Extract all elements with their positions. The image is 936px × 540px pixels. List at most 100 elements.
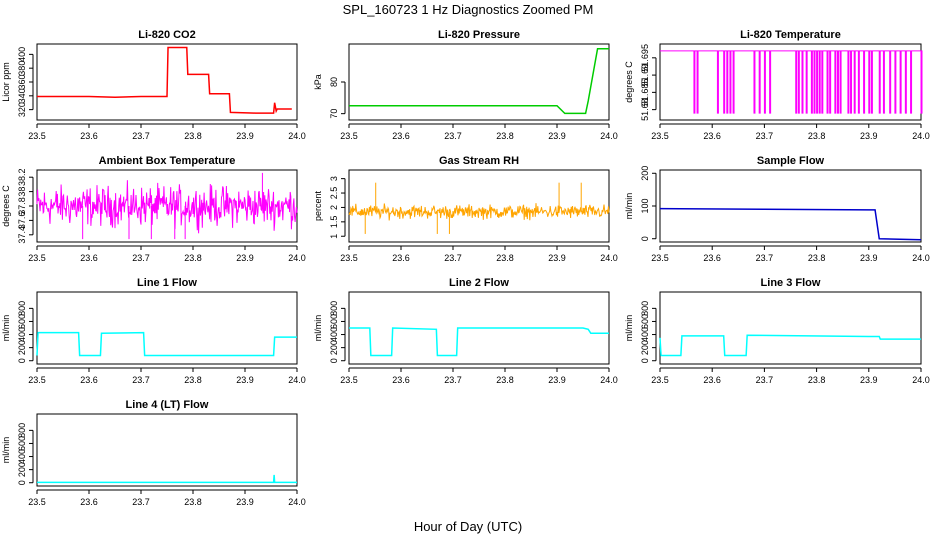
panel-title: Line 1 Flow: [137, 277, 197, 289]
x-tick-label: 23.7: [444, 375, 462, 385]
y-tick-label: 360: [17, 74, 27, 89]
x-tick-label: 23.9: [860, 253, 878, 263]
x-tick-label: 23.7: [132, 253, 150, 263]
series-line: [659, 207, 922, 241]
y-tick-label: 37.4: [17, 226, 27, 244]
y-axis-label: percent: [313, 190, 323, 221]
series-line: [36, 180, 298, 234]
x-tick-label: 23.8: [184, 253, 202, 263]
panel-title: Line 2 Flow: [449, 277, 509, 289]
x-tick-label: 23.5: [28, 497, 46, 507]
y-tick-label: 51.69: [640, 64, 650, 87]
y-tick-label: 38.2: [17, 168, 27, 186]
x-tick-label: 23.5: [28, 375, 46, 385]
panel-8: Line 2 Flow ml/min 23.5 23.6 23.7 23.8 23.9 24.…: [313, 277, 618, 385]
x-tick-label: 23.9: [548, 253, 566, 263]
series-line: [349, 48, 609, 115]
x-tick-label: 24.0: [288, 131, 306, 141]
x-tick-label: 23.7: [444, 253, 462, 263]
panel-2: Li-820 Pressure kPa 23.5 23.6 23.7 23.8 23.9 24…: [313, 29, 618, 141]
x-tick-label: 23.6: [392, 253, 410, 263]
plot-frame: [348, 43, 610, 121]
panel-title: Gas Stream RH: [439, 155, 519, 167]
plot-frame: [36, 43, 298, 121]
plot-frame: [36, 169, 298, 243]
x-tick-label: 23.7: [756, 375, 774, 385]
plot-frame: [659, 169, 922, 243]
y-tick-label: 38: [17, 187, 27, 197]
x-tick-label: 23.7: [444, 131, 462, 141]
y-tick-label: 80: [329, 77, 339, 87]
x-tick-label: 23.9: [548, 131, 566, 141]
figure-x-label: Hour of Day (UTC): [414, 519, 522, 534]
panel-title: Line 4 (LT) Flow: [126, 399, 209, 411]
panels-group: Li-820 CO2 Licor ppm 23.5 23.6 23.7 23.8 23.9 2…: [1, 29, 930, 507]
x-tick-label: 23.8: [496, 131, 514, 141]
x-tick-label: 23.5: [340, 253, 358, 263]
x-tick-label: 24.0: [288, 375, 306, 385]
y-tick-label: 320: [17, 102, 27, 117]
y-tick-label: 0: [17, 480, 27, 485]
y-tick-label: 200: [17, 340, 27, 355]
x-tick-label: 23.8: [184, 497, 202, 507]
y-tick-label: 51.695: [640, 44, 650, 72]
y-tick-label: 400: [640, 327, 650, 342]
x-tick-label: 24.0: [600, 253, 618, 263]
y-tick-label: 400: [17, 47, 27, 62]
panel-title: Li-820 Temperature: [740, 29, 841, 41]
plot-frame: [36, 291, 298, 365]
panel-5: Gas Stream RH percent 23.5 23.6 23.7 23.8 23.9…: [313, 155, 618, 263]
panel-7: Line 1 Flow ml/min 23.5 23.6 23.7 23.8 23.9 24.…: [1, 277, 306, 385]
y-tick-label: 340: [17, 88, 27, 103]
x-tick-label: 23.6: [703, 375, 721, 385]
plot-frame: [348, 169, 610, 243]
panel-title: Ambient Box Temperature: [99, 155, 236, 167]
x-tick-label: 23.5: [651, 131, 669, 141]
panel-title: Line 3 Flow: [761, 277, 821, 289]
plot-frame: [36, 413, 298, 487]
series-line: [37, 474, 297, 484]
panel-4: Ambient Box Temperature degrees C 23.5 23.6…: [1, 155, 306, 263]
x-tick-label: 23.8: [808, 253, 826, 263]
x-tick-label: 23.9: [236, 497, 254, 507]
x-tick-label: 24.0: [912, 375, 930, 385]
x-tick-label: 23.5: [28, 131, 46, 141]
panel-10: Line 4 (LT) Flow ml/min 23.5 23.6 23.7 23.8 23…: [1, 399, 306, 507]
x-tick-label: 23.8: [808, 131, 826, 141]
y-tick-label: 2.5: [329, 187, 339, 200]
x-tick-label: 23.5: [340, 131, 358, 141]
x-tick-label: 23.9: [236, 131, 254, 141]
y-tick-label: 51.685: [640, 79, 650, 107]
x-tick-label: 23.6: [80, 253, 98, 263]
x-tick-label: 24.0: [600, 375, 618, 385]
y-tick-label: 200: [17, 462, 27, 477]
x-tick-label: 24.0: [288, 253, 306, 263]
y-tick-label: 800: [640, 301, 650, 316]
x-tick-label: 23.5: [340, 375, 358, 385]
y-tick-label: 600: [640, 314, 650, 329]
y-tick-label: 600: [17, 436, 27, 451]
x-tick-label: 24.0: [600, 131, 618, 141]
y-tick-label: 380: [17, 61, 27, 76]
y-tick-label: 1.5: [329, 216, 339, 229]
x-tick-label: 23.6: [392, 131, 410, 141]
panel-title: Li-820 CO2: [138, 29, 195, 41]
x-tick-label: 23.8: [184, 375, 202, 385]
y-tick-label: 400: [329, 327, 339, 342]
x-tick-label: 23.9: [860, 131, 878, 141]
x-tick-label: 23.8: [496, 253, 514, 263]
y-tick-label: 70: [329, 109, 339, 119]
y-axis-label: kPa: [313, 74, 323, 90]
y-axis-label: ml/min: [1, 437, 11, 464]
y-tick-label: 400: [17, 327, 27, 342]
panel-3: Li-820 Temperature degrees C 23.5 23.6 23.7 2…: [624, 29, 930, 141]
x-tick-label: 23.6: [392, 375, 410, 385]
x-tick-label: 23.9: [860, 375, 878, 385]
x-tick-label: 23.9: [548, 375, 566, 385]
x-tick-label: 24.0: [912, 131, 930, 141]
panel-title: Sample Flow: [757, 155, 825, 167]
y-tick-label: 100: [640, 198, 650, 213]
y-tick-label: 51.68: [640, 98, 650, 121]
y-tick-label: 37.6: [17, 212, 27, 230]
y-axis-label: ml/min: [624, 315, 634, 342]
